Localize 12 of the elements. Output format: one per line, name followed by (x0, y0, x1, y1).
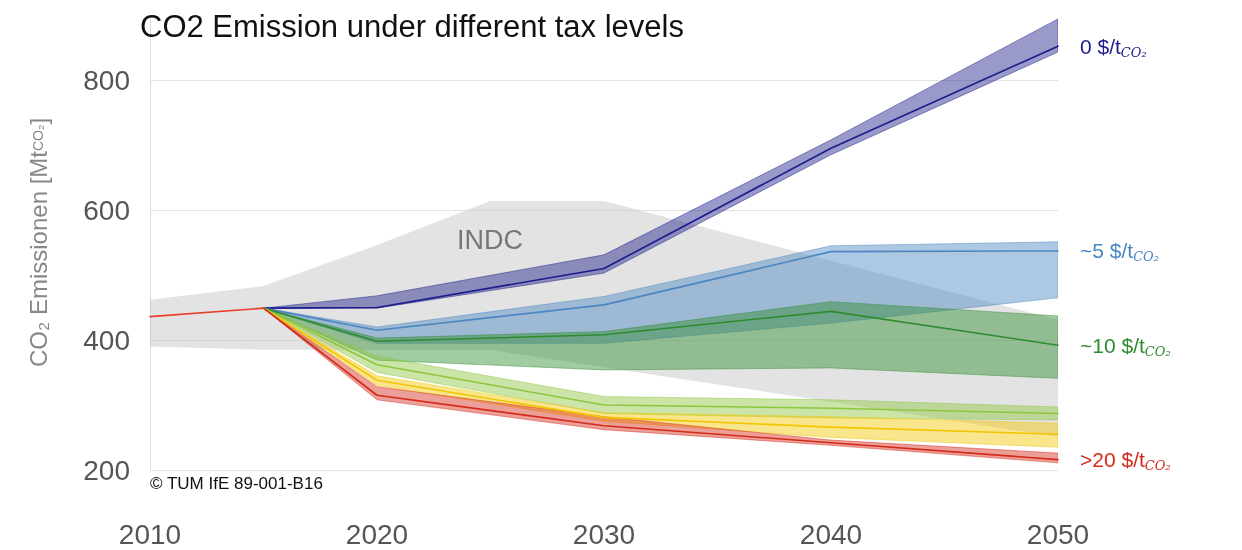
y-tick-label: 400 (83, 324, 130, 356)
annotation: INDC (457, 225, 523, 255)
y-tick-label: 800 (83, 64, 130, 96)
x-tick-label: 2040 (799, 518, 863, 550)
y-tick-label: 600 (83, 194, 130, 226)
x-tick-label: 2020 (345, 518, 409, 550)
x-tick-label: 2030 (572, 518, 636, 550)
x-tick-label: 2010 (118, 518, 182, 550)
text: © TUM IfE 89-001-B16 (150, 473, 323, 493)
x-tick-label: 2050 (1026, 518, 1090, 550)
y-tick-label: 200 (83, 454, 130, 486)
chart-title: CO2 Emission under different tax levels (140, 9, 684, 44)
